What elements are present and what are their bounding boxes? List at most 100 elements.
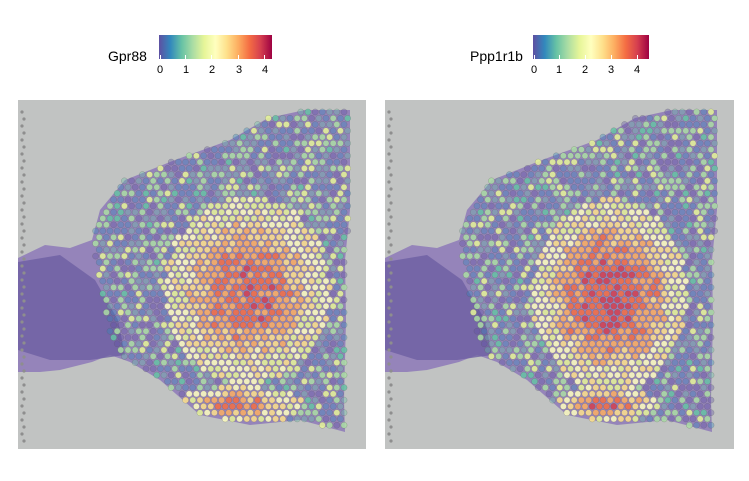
expression-spot (679, 334, 686, 341)
expression-spot (614, 359, 621, 366)
spatial-spot-plot (18, 108, 351, 443)
expression-spot (495, 202, 502, 210)
expression-spot (175, 271, 182, 279)
expression-spot (131, 346, 139, 354)
expression-spot (171, 353, 178, 360)
fiducial-dot (387, 194, 391, 198)
expression-spot (639, 277, 646, 285)
expression-spot (283, 158, 290, 166)
expression-spot (499, 359, 506, 366)
expression-spot (639, 140, 646, 147)
expression-spot (106, 227, 114, 235)
expression-spot (290, 196, 297, 203)
tick-label: 4 (261, 64, 269, 76)
expression-spot (563, 221, 571, 228)
expression-spot (142, 328, 150, 335)
fiducial-dot (389, 425, 393, 429)
tick-label: 3 (607, 64, 615, 76)
expression-spot (686, 158, 693, 166)
expression-spot (286, 315, 294, 322)
expression-spot (189, 208, 196, 216)
expression-spot (679, 321, 686, 329)
expression-spot (185, 190, 193, 197)
expression-spot (686, 359, 693, 366)
fiducial-dot (387, 418, 391, 422)
expression-spot (254, 271, 261, 279)
expression-spot (671, 396, 679, 404)
expression-spot (671, 171, 679, 178)
expression-spot (290, 171, 297, 178)
expression-spot (527, 183, 535, 191)
expression-spot (272, 328, 279, 335)
expression-spot (182, 334, 189, 341)
expression-spot (239, 284, 247, 291)
expression-spot (207, 165, 214, 172)
expression-spot (229, 390, 236, 398)
expression-spot (265, 328, 272, 335)
expression-spot (553, 303, 560, 310)
expression-spot (686, 271, 693, 279)
expression-spot (632, 240, 639, 247)
expression-spot (643, 208, 650, 216)
expression-spot (340, 422, 348, 429)
expression-spot (675, 290, 682, 297)
expression-spot (650, 121, 657, 128)
expression-spot (571, 246, 578, 253)
expression-spot (272, 215, 279, 222)
expression-spot (607, 221, 614, 228)
expression-spot (153, 234, 160, 241)
expression-spot (301, 290, 308, 297)
expression-spot (653, 303, 661, 310)
expression-spot (700, 221, 708, 228)
expression-spot (682, 215, 690, 222)
expression-spot (167, 183, 175, 191)
expression-spot (333, 296, 340, 304)
expression-spot (531, 265, 538, 272)
expression-spot (632, 115, 639, 122)
expression-spot (571, 371, 578, 379)
expression-spot (272, 190, 279, 197)
expression-spot (560, 328, 567, 335)
expression-spot (95, 259, 103, 266)
expression-spot (312, 409, 319, 416)
expression-spot (621, 321, 628, 329)
expression-spot (99, 277, 107, 285)
expression-spot (693, 384, 700, 391)
expression-spot (146, 221, 153, 228)
expression-spot (171, 315, 178, 322)
expression-spot (549, 384, 556, 391)
expression-spot (664, 346, 672, 354)
expression-spot (527, 234, 535, 241)
expression-spot (268, 396, 276, 404)
expression-spot (495, 240, 502, 247)
expression-spot (211, 284, 218, 291)
expression-spot (308, 152, 315, 159)
expression-spot (625, 140, 632, 147)
expression-spot (279, 403, 286, 410)
expression-spot (650, 284, 657, 291)
expression-spot (473, 265, 481, 272)
expression-spot (171, 365, 178, 372)
expression-spot (693, 208, 700, 216)
expression-spot (628, 171, 636, 178)
expression-spot (556, 196, 564, 203)
expression-spot (110, 221, 117, 228)
expression-spot (153, 259, 160, 266)
expression-spot (463, 271, 470, 279)
expression-spot (207, 215, 214, 222)
expression-spot (646, 152, 654, 159)
expression-spot (643, 334, 650, 341)
expression-spot (178, 390, 186, 398)
expression-spot (203, 271, 211, 279)
expression-spot (617, 215, 625, 222)
expression-spot (506, 196, 513, 203)
expression-spot (578, 196, 585, 203)
expression-spot (142, 177, 150, 185)
expression-spot (254, 246, 261, 253)
expression-spot (581, 378, 589, 385)
expression-spot (265, 140, 272, 147)
expression-spot (495, 353, 502, 360)
expression-spot (315, 415, 322, 423)
expression-spot (538, 240, 546, 247)
expression-spot (175, 371, 182, 379)
